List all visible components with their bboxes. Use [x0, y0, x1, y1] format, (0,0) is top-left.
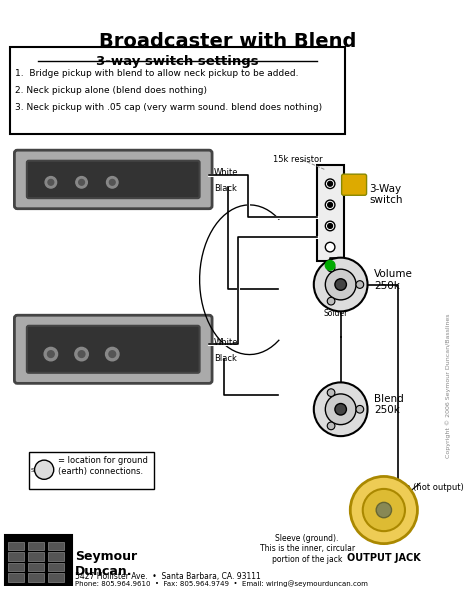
Text: 2. Neck pickup alone (blend does nothing): 2. Neck pickup alone (blend does nothing…: [15, 86, 207, 95]
Circle shape: [327, 264, 335, 272]
Circle shape: [325, 200, 335, 210]
Circle shape: [325, 394, 356, 425]
Bar: [8, 573, 24, 582]
Circle shape: [335, 404, 346, 415]
Text: Solder: Solder: [30, 468, 50, 473]
Text: 1.  Bridge pickup with blend to allow neck pickup to be added.: 1. Bridge pickup with blend to allow nec…: [15, 69, 299, 78]
Text: 15k resistor: 15k resistor: [273, 155, 323, 164]
FancyBboxPatch shape: [342, 174, 366, 195]
Circle shape: [363, 489, 405, 531]
Bar: [9, 47, 346, 134]
Bar: [317, 165, 344, 261]
FancyBboxPatch shape: [14, 150, 212, 208]
Circle shape: [45, 177, 56, 188]
Circle shape: [328, 181, 333, 186]
Bar: [28, 552, 44, 561]
Text: OUTPUT JACK: OUTPUT JACK: [347, 553, 421, 563]
Circle shape: [327, 422, 335, 429]
Circle shape: [350, 476, 418, 544]
Text: Sleeve (ground).
This is the inner, circular
portion of the jack: Sleeve (ground). This is the inner, circ…: [260, 534, 355, 564]
Text: Black: Black: [214, 184, 237, 193]
Circle shape: [328, 202, 333, 207]
Text: Copyright © 2006 Seymour Duncan/Basslines: Copyright © 2006 Seymour Duncan/Bassline…: [446, 313, 451, 458]
Text: Phone: 805.964.9610  •  Fax: 805.964.9749  •  Email: wiring@seymourduncan.com: Phone: 805.964.9610 • Fax: 805.964.9749 …: [75, 580, 368, 587]
Circle shape: [356, 406, 364, 413]
Circle shape: [106, 347, 119, 361]
Circle shape: [48, 180, 54, 185]
Circle shape: [79, 180, 84, 185]
Circle shape: [325, 261, 335, 270]
Circle shape: [47, 351, 54, 358]
Circle shape: [314, 382, 367, 436]
Bar: [48, 552, 64, 561]
Text: Tip (hot output): Tip (hot output): [398, 483, 464, 492]
Circle shape: [327, 389, 335, 397]
Circle shape: [44, 347, 57, 361]
Circle shape: [35, 460, 54, 479]
FancyBboxPatch shape: [27, 326, 200, 373]
Circle shape: [325, 179, 335, 189]
Bar: [5, 535, 72, 585]
Bar: [48, 573, 64, 582]
Text: = location for ground
(earth) connections.: = location for ground (earth) connection…: [57, 456, 147, 476]
Bar: [28, 563, 44, 571]
Circle shape: [356, 281, 364, 288]
Circle shape: [325, 269, 356, 300]
Circle shape: [109, 180, 115, 185]
Circle shape: [335, 279, 346, 291]
Text: Solder: Solder: [324, 299, 348, 308]
Text: 5427 Hollister Ave.  •  Santa Barbara, CA. 93111: 5427 Hollister Ave. • Santa Barbara, CA.…: [75, 573, 261, 582]
Circle shape: [328, 223, 333, 228]
Circle shape: [78, 351, 85, 358]
Text: 3-way switch settings: 3-way switch settings: [96, 55, 259, 68]
FancyBboxPatch shape: [14, 315, 212, 383]
Text: White: White: [214, 338, 238, 347]
Bar: [29, 452, 154, 489]
Circle shape: [107, 177, 118, 188]
Bar: [28, 573, 44, 582]
Bar: [8, 552, 24, 561]
Bar: [8, 541, 24, 550]
Bar: [48, 541, 64, 550]
Text: Broadcaster with Blend: Broadcaster with Blend: [99, 32, 356, 51]
Circle shape: [314, 258, 367, 311]
Circle shape: [325, 243, 335, 252]
Text: 3. Neck pickup with .05 cap (very warm sound. blend does nothing): 3. Neck pickup with .05 cap (very warm s…: [15, 103, 322, 112]
Bar: [28, 541, 44, 550]
Bar: [8, 563, 24, 571]
Circle shape: [109, 351, 116, 358]
Text: White: White: [214, 168, 238, 177]
Text: Solder: Solder: [324, 423, 348, 432]
Bar: [48, 563, 64, 571]
Circle shape: [327, 297, 335, 305]
FancyBboxPatch shape: [27, 161, 200, 198]
Circle shape: [76, 177, 87, 188]
Circle shape: [376, 503, 392, 518]
Text: 3-Way
switch: 3-Way switch: [369, 184, 403, 205]
Text: Solder: Solder: [324, 308, 348, 317]
Text: Black: Black: [214, 354, 237, 363]
Text: Seymour
Duncan.: Seymour Duncan.: [75, 550, 137, 579]
Circle shape: [325, 221, 335, 231]
Circle shape: [75, 347, 88, 361]
Text: Blend
250k: Blend 250k: [374, 394, 404, 415]
Text: Volume
250k: Volume 250k: [374, 269, 413, 291]
